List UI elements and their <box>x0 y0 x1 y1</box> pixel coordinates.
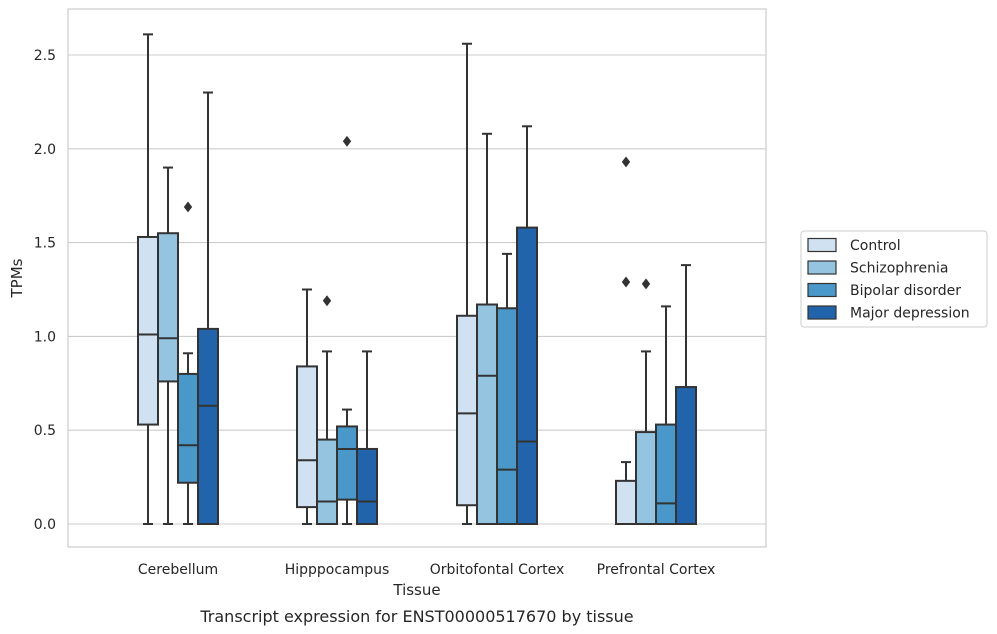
y-tick-label: 0.5 <box>34 423 56 439</box>
plot-area-frame <box>67 8 767 548</box>
box-body <box>456 314 478 507</box>
outlier-point <box>183 201 193 213</box>
box-body <box>516 226 538 525</box>
x-tick-label: Prefrontal Cortex <box>597 562 716 578</box>
legend-swatch <box>807 260 837 275</box>
box-body <box>615 479 637 525</box>
box-body <box>177 372 199 484</box>
box-body <box>655 423 677 525</box>
box-major-depression <box>675 264 697 525</box>
x-tick-label: Cerebellum <box>138 562 218 578</box>
x-tick-labels: Cerebellum Hipppocampus Orbitofontal Corte… <box>138 562 715 578</box>
box-schizophrenia <box>316 295 338 525</box>
box-bipolar-disorder <box>177 201 199 525</box>
legend-frame <box>800 230 988 328</box>
box-body <box>336 425 358 501</box>
y-axis-title: TPMs <box>8 258 26 298</box>
legend: Control Schizophrenia Bipolar disorder Majo… <box>800 230 988 328</box>
outlier-point <box>621 156 631 168</box>
box-bipolar-disorder <box>655 305 677 525</box>
box-major-depression <box>197 91 219 525</box>
y-tick-labels: 0.0 0.5 1.0 1.5 2.0 2.5 <box>34 48 56 533</box>
box-series-group <box>137 33 697 526</box>
box-major-depression <box>516 125 538 525</box>
box-schizophrenia <box>476 132 498 525</box>
box-body <box>296 365 318 509</box>
legend-swatch <box>807 237 837 253</box>
chart-caption: Transcript expression for ENST0000051767… <box>199 607 633 626</box>
outlier-point <box>322 295 332 307</box>
box-schizophrenia <box>157 166 179 525</box>
outlier-point <box>342 135 352 147</box>
box-body <box>137 235 159 426</box>
x-axis-title: Tissue <box>392 581 440 599</box>
box-control <box>296 288 318 525</box>
box-body <box>496 307 518 526</box>
outlier-point <box>621 276 631 288</box>
box-body <box>356 447 378 525</box>
legend-label: Major depression <box>850 306 970 322</box>
box-major-depression <box>356 350 378 525</box>
legend-swatch <box>807 282 837 298</box>
y-tick-label: 1.5 <box>34 236 56 252</box>
box-body <box>197 327 219 525</box>
y-tick-label: 2.5 <box>34 48 56 64</box>
y-tick-label: 1.0 <box>34 329 56 345</box>
box-control <box>456 42 478 525</box>
y-tick-label: 2.0 <box>34 142 56 158</box>
legend-label: Bipolar disorder <box>850 283 961 299</box>
outlier-point <box>641 278 651 290</box>
legend-label: Control <box>850 238 901 254</box>
box-body <box>316 438 338 525</box>
legend-label: Schizophrenia <box>850 261 948 277</box>
y-tick-label: 0.0 <box>34 517 56 533</box>
legend-swatch <box>807 305 837 320</box>
box-body <box>157 232 179 383</box>
box-body <box>635 431 657 525</box>
box-body <box>476 303 498 525</box>
box-body <box>675 386 697 525</box>
x-tick-label: Hipppocampus <box>285 562 390 578</box>
x-tick-label: Orbitofontal Cortex <box>430 562 565 578</box>
